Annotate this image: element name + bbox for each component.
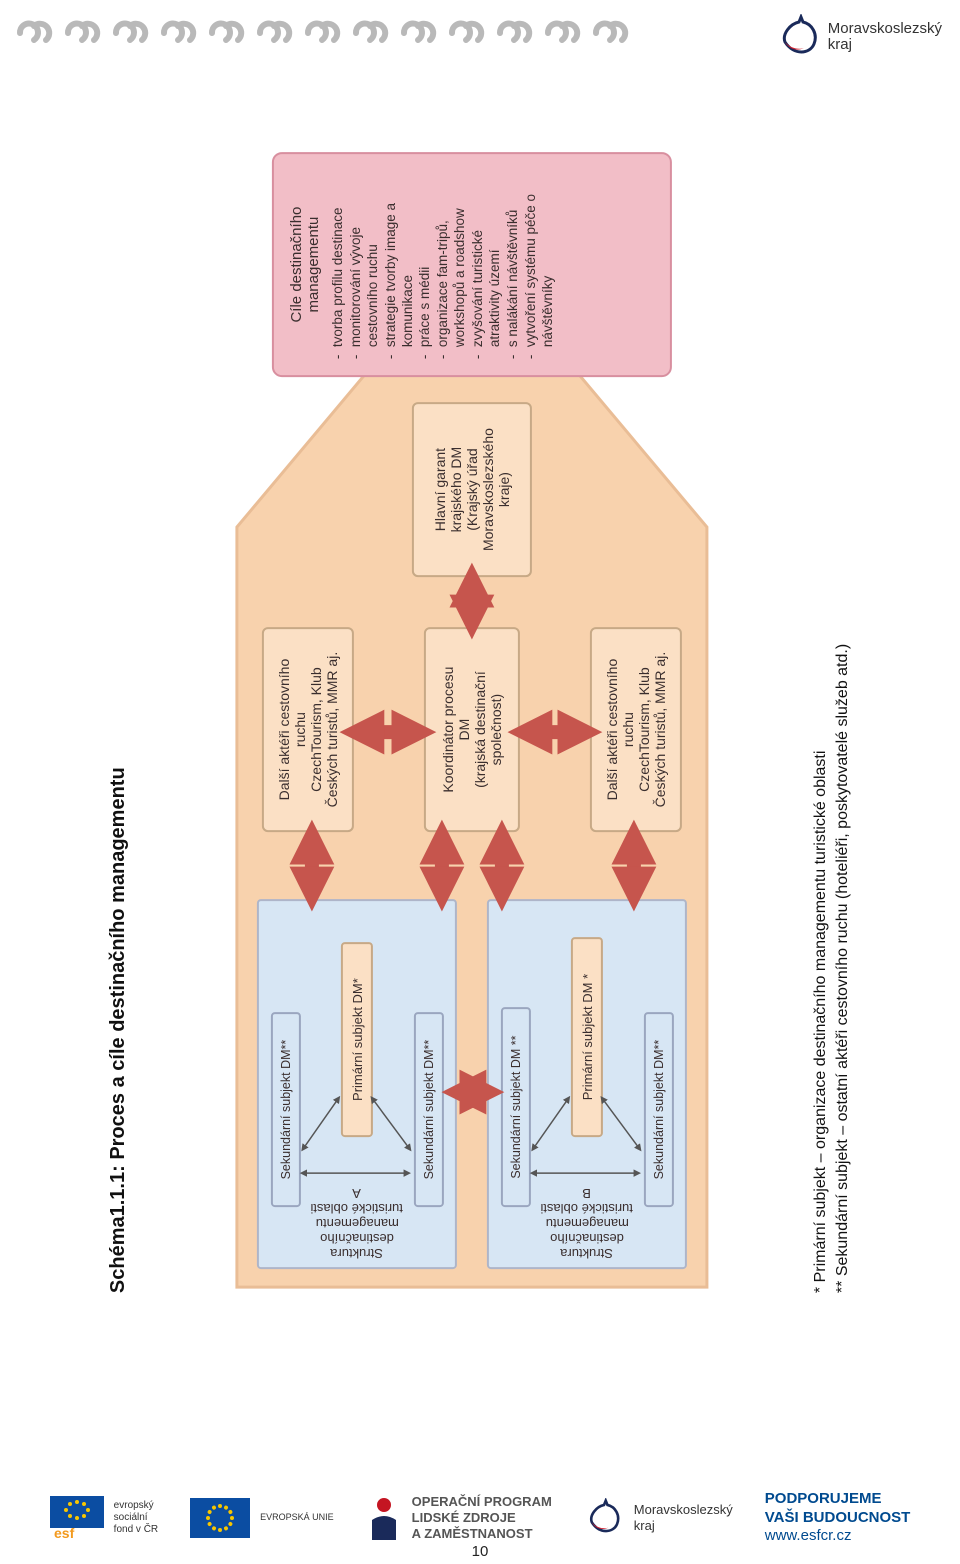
esf-label: evropský sociální fond v ČR <box>114 1500 158 1536</box>
esf-logo: esf evropský sociální fond v ČR <box>50 1496 158 1540</box>
diagram: Schéma1.1.1: Proces a cíle destinačního … <box>107 237 853 1297</box>
footnotes: * Primární subjekt – organizace destinač… <box>810 237 853 1293</box>
goals-box: Cíle destinačního managementu tvorba pro… <box>272 152 672 377</box>
coord-l4: společnost) <box>488 694 504 766</box>
diagram-title: Schéma1.1.1: Proces a cíle destinačního … <box>107 237 130 1293</box>
op-label: OPERAČNÍ PROGRAM LIDSKÉ ZDROJE A ZAMĚSTN… <box>412 1494 552 1541</box>
cluster-b-connectors <box>489 901 687 1267</box>
chain-ornament <box>12 18 632 48</box>
cluster-b: Struktura destinačního managementu turis… <box>487 899 687 1269</box>
guar-l1: Hlavní garant <box>432 448 448 531</box>
guar-l5: kraje) <box>496 472 512 507</box>
region-mark-icon-footer <box>584 1498 624 1538</box>
coord-l1: Koordinátor procesu <box>440 667 456 793</box>
region-mark-icon <box>776 14 822 60</box>
page-number: 10 <box>472 1543 489 1560</box>
goals-list: tvorba profilu destinacemonitorování výv… <box>330 170 556 359</box>
goals-header: Cíle destinačního managementu <box>288 170 322 359</box>
goal-item: s nalákání návštěvníků <box>505 170 522 359</box>
page: Moravskoslezský kraj Schéma1.1.1: Proces… <box>0 0 960 1564</box>
footnote-1: * Primární subjekt – organizace destinač… <box>810 237 832 1293</box>
actor-top-l4: Českých turistů, MMR aj. <box>324 652 340 808</box>
support-title: PODPORUJEME VAŠI BUDOUCNOST <box>765 1490 911 1528</box>
op-logo: OPERAČNÍ PROGRAM LIDSKÉ ZDROJE A ZAMĚSTN… <box>366 1494 552 1541</box>
region-logo-footer: Moravskoslezský kraj <box>584 1498 733 1538</box>
guar-l3: (Krajský úřad <box>464 448 480 530</box>
eu-flag-icon <box>190 1498 250 1538</box>
coord-l3: (krajská destinační <box>472 671 488 788</box>
cluster-a: Struktura destinačního managementu turis… <box>257 899 457 1269</box>
coord-l2: DM <box>456 719 472 741</box>
person-icon <box>366 1496 402 1540</box>
goal-item: organizace fam-tripů, workshopů a roadsh… <box>435 170 469 359</box>
actor-bottom-l2: ruchu <box>620 712 636 747</box>
goal-item: zvyšování turistické atraktivity území <box>470 170 504 359</box>
actor-bottom-l4: Českých turistů, MMR aj. <box>652 652 668 808</box>
guar-l2: krajského DM <box>448 447 464 533</box>
goal-item: monitorování vývoje cestovního ruchu <box>348 170 382 359</box>
eu-logo: EVROPSKÁ UNIE <box>190 1498 334 1538</box>
region-label-footer: Moravskoslezský kraj <box>634 1502 733 1533</box>
esf-icon: esf <box>50 1496 104 1540</box>
footer: esf evropský sociální fond v ČR EVROPSKÁ… <box>0 1490 960 1546</box>
svg-text:esf: esf <box>54 1525 75 1540</box>
support-url: www.esfcr.cz <box>765 1527 911 1546</box>
actor-top-l1: Další aktéři cestovního <box>276 659 292 801</box>
support-block: PODPORUJEME VAŠI BUDOUCNOST www.esfcr.cz <box>765 1490 911 1546</box>
region-logo-top: Moravskoslezský kraj <box>776 14 942 60</box>
actor-bottom-l1: Další aktéři cestovního <box>604 659 620 801</box>
guarantor-box: Hlavní garant krajského DM (Krajský úřad… <box>412 402 532 577</box>
actor-top: Další aktéři cestovního ruchu CzechTouri… <box>262 627 354 832</box>
actor-bottom-l3: CzechTourism, Klub <box>636 667 652 792</box>
goal-item: vytvoření systému péče o návštěvníky <box>523 170 557 359</box>
actor-bottom: Další aktéři cestovního ruchu CzechTouri… <box>590 627 682 832</box>
footnote-2: ** Sekundární subjekt – ostatní aktéři c… <box>832 237 854 1293</box>
diagram-canvas: Struktura destinačního managementu turis… <box>142 237 802 1297</box>
guar-l4: Moravskoslezského <box>480 428 496 551</box>
region-name: Moravskoslezský kraj <box>828 21 942 53</box>
eu-label: EVROPSKÁ UNIE <box>260 1512 334 1523</box>
goal-item: tvorba profilu destinace <box>330 170 347 359</box>
goal-item: strategie tvorby image a komunikace <box>383 170 417 359</box>
coordinator-box: Koordinátor procesu DM (krajská destinač… <box>424 627 520 832</box>
cluster-a-connectors <box>259 901 457 1267</box>
actor-top-l3: CzechTourism, Klub <box>308 667 324 792</box>
goal-item: práce s médii <box>417 170 434 359</box>
actor-top-l2: ruchu <box>292 712 308 747</box>
